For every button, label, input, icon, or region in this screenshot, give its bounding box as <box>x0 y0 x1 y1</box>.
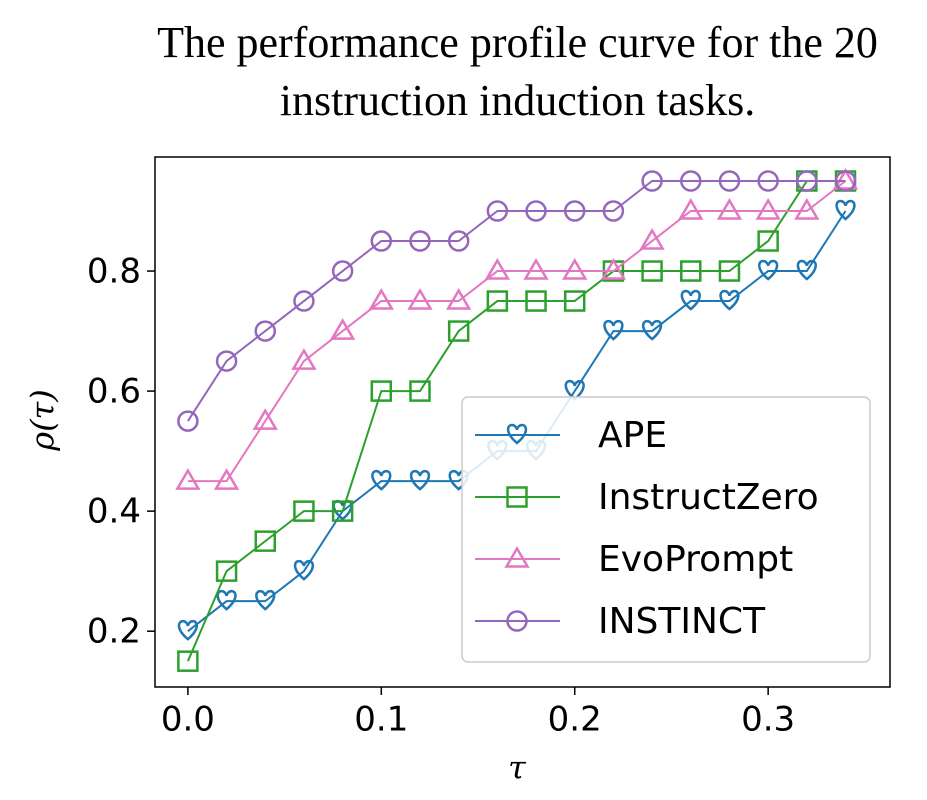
data-point <box>641 260 663 282</box>
legend-label: APE <box>598 415 667 456</box>
data-point <box>718 260 741 282</box>
y-tick-label: 0.2 <box>87 612 141 652</box>
data-point <box>254 320 276 342</box>
data-point <box>641 170 663 192</box>
data-point <box>447 230 470 252</box>
data-point <box>177 650 199 672</box>
plot-frame <box>154 156 891 688</box>
data-point <box>368 288 394 310</box>
data-point <box>409 230 431 252</box>
data-point <box>484 258 511 280</box>
data-point <box>796 170 818 192</box>
chart-title: The performance profile curve for the 20… <box>157 18 878 125</box>
data-point <box>447 320 470 342</box>
legend-label: EvoPrompt <box>598 539 793 580</box>
data-point <box>252 408 278 430</box>
series-line <box>186 180 846 662</box>
data-point <box>525 200 547 222</box>
data-point <box>835 199 856 221</box>
data-point <box>794 198 820 220</box>
data-point <box>293 559 315 581</box>
data-point <box>175 468 201 490</box>
data-point <box>370 380 393 402</box>
y-axis-label: ρ(τ) <box>24 389 62 451</box>
legend-marker <box>504 546 530 568</box>
y-tick-label: 0.8 <box>87 252 141 292</box>
series-line <box>187 180 846 422</box>
data-point <box>215 560 238 582</box>
data-point <box>719 289 740 311</box>
data-point <box>716 198 743 220</box>
data-point <box>523 258 549 280</box>
data-point <box>213 468 240 490</box>
legend-marker <box>506 486 528 508</box>
data-point <box>757 170 779 192</box>
x-tick-label: 0.2 <box>548 700 602 740</box>
data-point <box>680 289 701 311</box>
data-point <box>563 290 586 312</box>
data-point <box>370 230 393 252</box>
data-point <box>525 290 547 312</box>
data-point <box>293 290 315 312</box>
y-tick-label: 0.6 <box>87 372 141 412</box>
data-point <box>758 259 779 281</box>
data-point <box>409 380 431 402</box>
data-point <box>564 379 585 401</box>
y-tick-label: 0.4 <box>87 492 141 532</box>
data-point <box>371 469 392 491</box>
legend-marker <box>506 423 528 445</box>
data-point <box>331 500 354 522</box>
data-point <box>177 410 199 432</box>
data-point <box>678 198 704 220</box>
data-point <box>445 288 472 310</box>
data-point <box>329 318 356 340</box>
data-point <box>409 469 431 491</box>
legend-label: INSTINCT <box>598 601 766 642</box>
data-point <box>331 260 354 282</box>
data-point <box>639 228 665 250</box>
x-tick-label: 0.0 <box>161 700 215 740</box>
data-point <box>680 260 702 282</box>
data-point <box>254 530 276 552</box>
x-tick-label: 0.1 <box>354 700 408 740</box>
data-point <box>602 200 625 222</box>
legend-label: InstructZero <box>598 477 819 518</box>
legend-box <box>461 396 871 663</box>
data-point <box>680 170 702 192</box>
x-tick-label: 0.3 <box>741 700 795 740</box>
data-point <box>291 348 317 370</box>
data-point <box>600 258 627 280</box>
data-point <box>407 288 433 310</box>
data-point <box>562 258 588 280</box>
data-point <box>293 500 315 522</box>
data-point <box>834 170 857 192</box>
data-point <box>215 350 238 372</box>
data-point <box>757 230 779 252</box>
data-point <box>563 200 586 222</box>
data-point <box>486 200 509 222</box>
data-point <box>796 259 817 281</box>
data-point <box>486 290 509 312</box>
x-axis-label: τ <box>508 749 527 787</box>
data-point <box>832 168 859 190</box>
data-point <box>718 170 741 192</box>
legend-marker <box>506 610 528 632</box>
data-point <box>755 198 781 220</box>
